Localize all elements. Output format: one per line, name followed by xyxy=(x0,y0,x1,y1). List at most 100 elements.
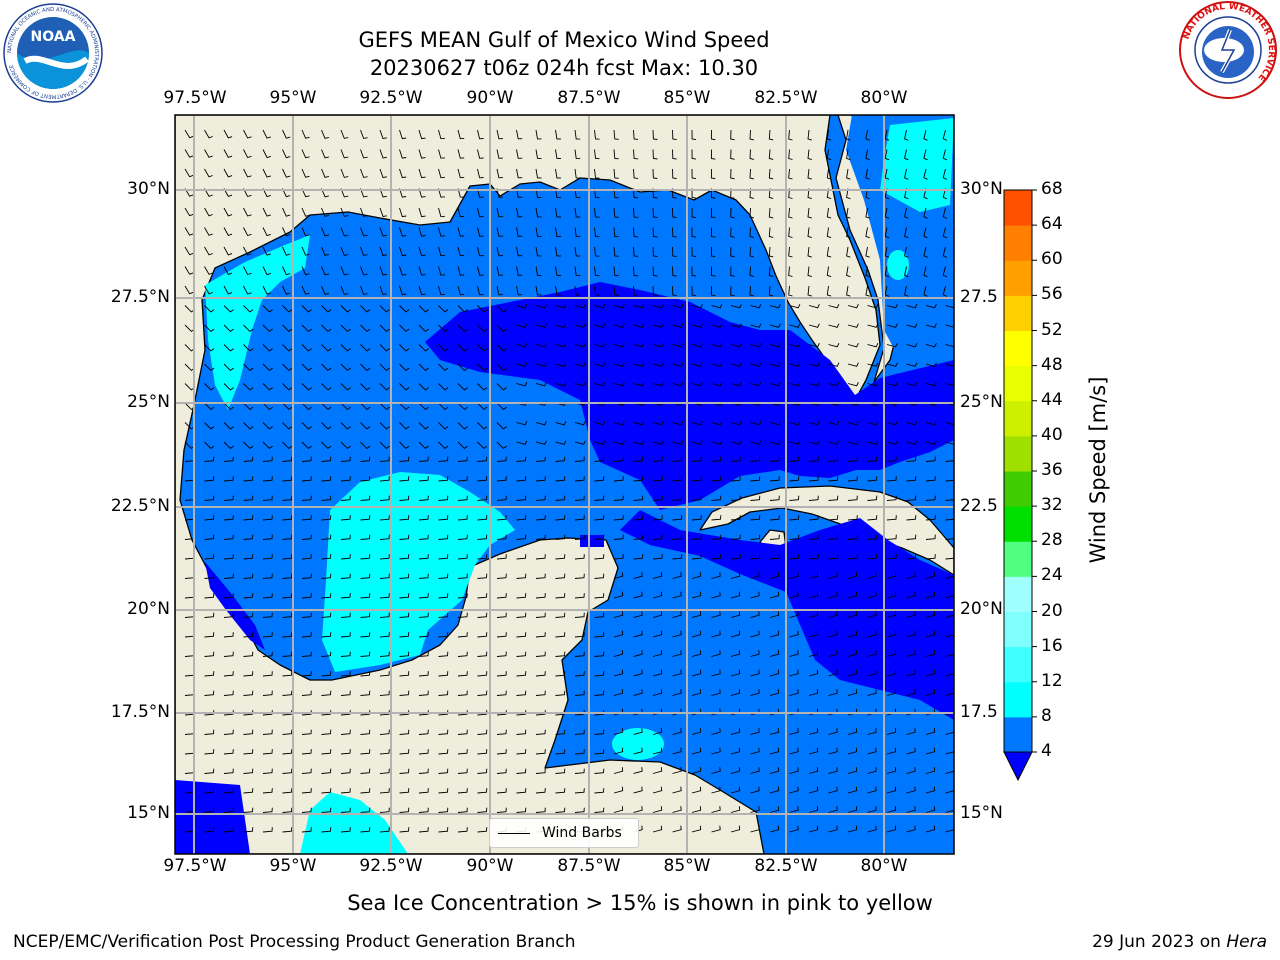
wind-barb xyxy=(282,632,293,638)
wind-barb xyxy=(301,749,312,755)
wind-barb xyxy=(399,573,410,579)
wind-barb xyxy=(399,285,407,296)
wind-barb xyxy=(691,440,703,445)
wind-barb xyxy=(555,729,566,735)
wind-barb xyxy=(884,207,890,219)
wind-barb xyxy=(516,456,527,462)
wind-barb xyxy=(243,710,254,716)
wind-barb xyxy=(418,246,426,257)
wind-barb xyxy=(438,807,449,813)
wind-barb xyxy=(613,304,625,309)
wind-barb xyxy=(418,710,429,716)
wind-barb xyxy=(711,495,722,501)
wind-barb xyxy=(496,671,507,677)
wind-barb xyxy=(633,554,644,560)
wind-barb xyxy=(399,305,410,313)
wind-barb xyxy=(340,441,351,449)
wind-barb xyxy=(418,441,429,449)
wind-barb xyxy=(865,149,870,161)
wind-barb xyxy=(574,129,581,140)
wind-barb xyxy=(906,534,917,540)
wind-barb xyxy=(379,495,390,501)
wind-barb xyxy=(711,534,722,540)
wind-barb xyxy=(672,362,684,367)
wind-barb xyxy=(749,129,755,141)
wind-barb xyxy=(496,476,507,482)
wind-barb xyxy=(301,207,310,217)
wind-barb xyxy=(769,440,781,445)
wind-barb xyxy=(204,827,215,833)
wind-barb xyxy=(867,362,879,367)
wind-barb xyxy=(594,227,600,238)
wind-barb xyxy=(418,476,429,482)
wind-barb xyxy=(828,554,839,560)
lat-label-right: 22.5 xyxy=(960,496,998,516)
wind-barb xyxy=(301,266,310,276)
wind-barb xyxy=(886,669,897,677)
wind-barb xyxy=(301,324,312,332)
wind-barb xyxy=(496,515,507,521)
wind-barb xyxy=(555,573,566,579)
wind-barb xyxy=(223,344,234,352)
wind-barb xyxy=(886,591,897,599)
wind-barb xyxy=(574,690,585,696)
wind-barb xyxy=(223,768,234,774)
wind-barb xyxy=(223,305,234,313)
wind-barb xyxy=(321,534,332,540)
wind-barb xyxy=(613,129,619,140)
wind-barb xyxy=(262,456,273,462)
wind-barb xyxy=(360,710,371,716)
wind-barb xyxy=(672,246,677,258)
wind-barb xyxy=(438,554,449,560)
high-wind-texas-coast xyxy=(205,235,310,410)
wind-barb xyxy=(574,343,586,348)
wind-barb xyxy=(867,456,878,462)
wind-barb xyxy=(886,630,897,638)
wind-barb xyxy=(223,227,233,236)
lat-label-right: 20°N xyxy=(960,599,1003,619)
wind-barb xyxy=(438,573,449,579)
wind-barb xyxy=(652,456,663,462)
wind-barb xyxy=(594,149,600,160)
wind-barb xyxy=(379,729,390,735)
wind-barb xyxy=(360,476,371,482)
wind-barb xyxy=(399,710,410,716)
colorbar-segment xyxy=(1004,576,1032,612)
wind-barb xyxy=(223,246,233,256)
wind-barb xyxy=(769,806,780,813)
wind-barb xyxy=(945,518,954,521)
land xyxy=(175,115,954,854)
wind-barb xyxy=(594,690,605,696)
wind-barb xyxy=(438,768,449,774)
wind-barb xyxy=(516,573,527,579)
calm-region-yucatan-tip xyxy=(580,535,604,547)
wind-barb xyxy=(321,363,332,371)
wind-barb xyxy=(223,285,233,295)
wind-barb xyxy=(379,788,390,794)
wind-barb xyxy=(750,343,762,348)
wind-barb xyxy=(865,285,870,297)
wind-barb xyxy=(516,421,528,426)
lat-label-right: 15°N xyxy=(960,803,1003,823)
wind-barb xyxy=(321,749,332,755)
wind-barb xyxy=(730,266,735,277)
wind-barb xyxy=(496,807,507,813)
wind-barb xyxy=(438,227,445,237)
wind-barb xyxy=(886,786,897,794)
credit-host: Hera xyxy=(1226,932,1267,952)
wind-barb xyxy=(340,554,351,560)
wind-barb xyxy=(613,421,625,426)
wind-barb xyxy=(730,767,741,774)
wind-barb xyxy=(867,304,879,309)
wind-barb xyxy=(360,207,368,217)
wind-barb xyxy=(652,825,663,833)
wind-barb xyxy=(867,476,878,482)
wind-barb xyxy=(847,591,858,599)
wind-barb xyxy=(906,728,916,735)
wind-barb xyxy=(301,168,310,178)
wind-barb xyxy=(340,593,351,599)
wind-barb xyxy=(477,305,488,313)
wind-barb xyxy=(886,767,897,774)
wind-barb xyxy=(867,728,877,735)
wind-barb xyxy=(516,612,527,618)
